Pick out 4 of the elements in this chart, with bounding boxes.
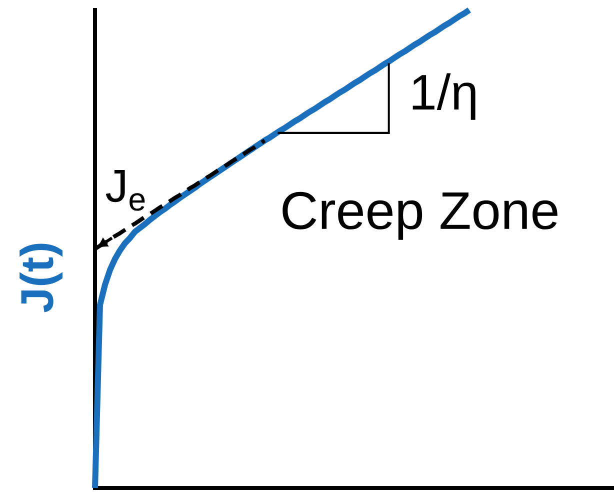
y-axis-title: J(t): [20, 244, 62, 312]
annotation: 1/η: [412, 73, 476, 120]
annotation: J$_{e}$: [106, 170, 145, 211]
annotation: Creep Zone: [282, 192, 558, 240]
